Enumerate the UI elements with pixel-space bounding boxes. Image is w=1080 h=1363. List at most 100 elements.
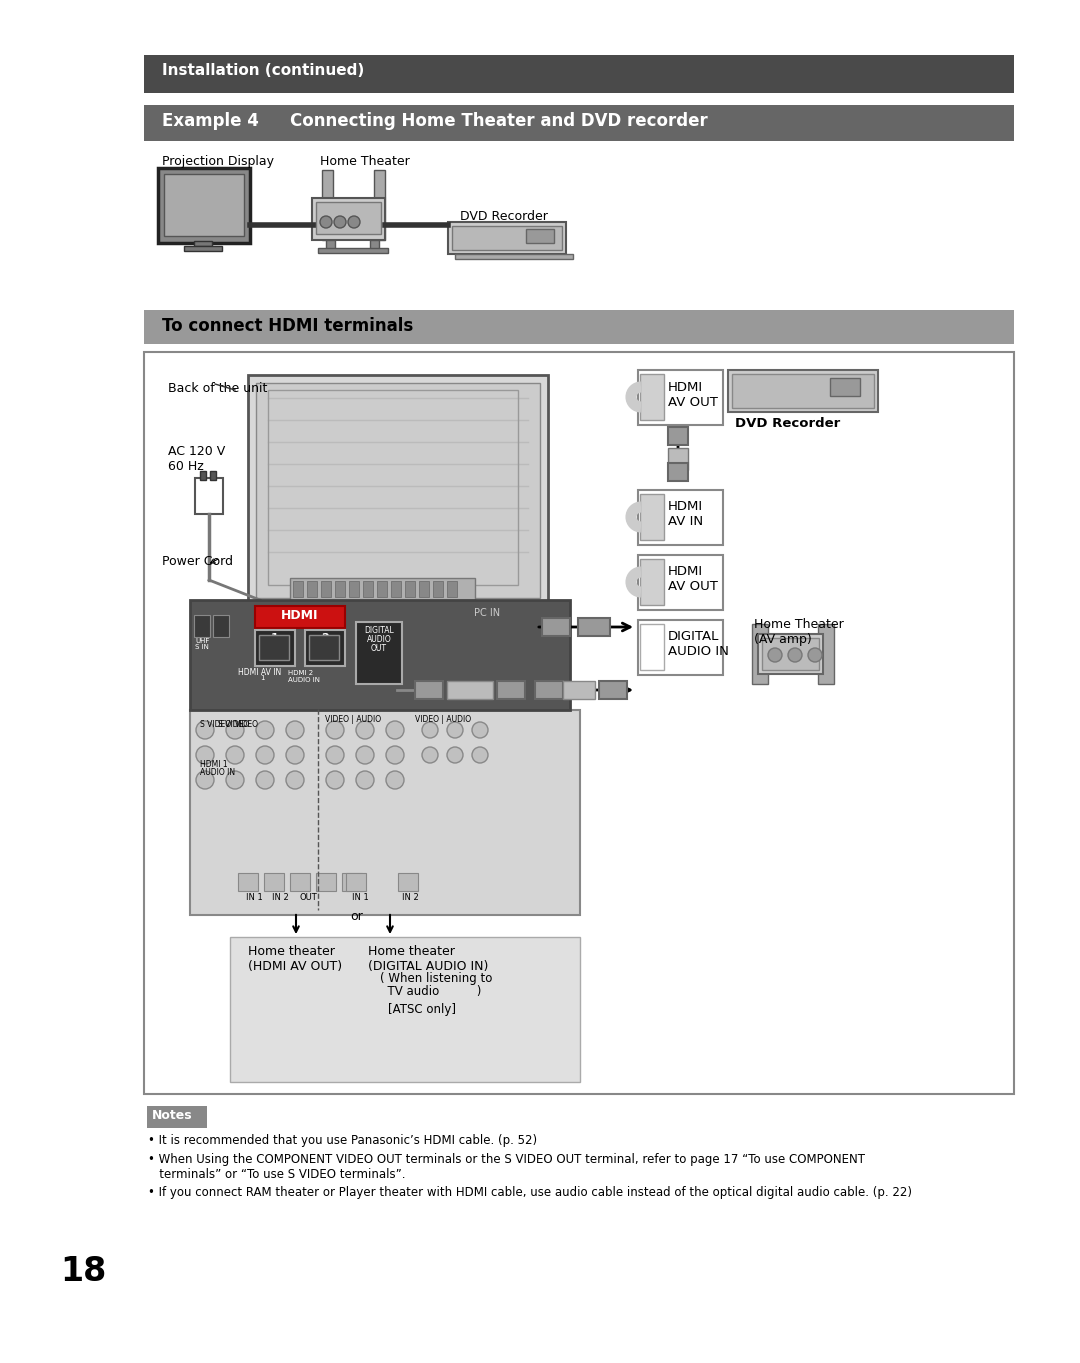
Bar: [638, 620, 723, 675]
Circle shape: [472, 747, 488, 763]
Bar: [318, 248, 388, 254]
Text: Home theater
(HDMI AV OUT): Home theater (HDMI AV OUT): [248, 945, 342, 973]
Bar: [342, 872, 362, 891]
Text: S IN: S IN: [195, 643, 208, 650]
Circle shape: [356, 771, 374, 789]
Text: IN 2: IN 2: [272, 893, 288, 902]
Bar: [377, 581, 387, 597]
Bar: [190, 600, 570, 710]
Bar: [144, 309, 1014, 343]
Text: ( When listening to: ( When listening to: [380, 972, 492, 985]
Text: IN 2: IN 2: [402, 893, 418, 902]
Circle shape: [320, 215, 332, 228]
Bar: [391, 581, 401, 597]
Bar: [307, 581, 318, 597]
Circle shape: [326, 721, 345, 739]
Bar: [640, 624, 664, 671]
Circle shape: [286, 746, 303, 765]
Bar: [210, 472, 216, 480]
Text: AC 120 V
60 Hz: AC 120 V 60 Hz: [168, 444, 226, 473]
Text: 18: 18: [60, 1255, 106, 1288]
Bar: [640, 493, 664, 540]
Bar: [238, 872, 258, 891]
Text: Home Theater: Home Theater: [320, 155, 409, 168]
Circle shape: [195, 771, 214, 789]
Circle shape: [768, 647, 782, 662]
Bar: [370, 240, 379, 249]
Bar: [497, 682, 525, 699]
Bar: [322, 170, 333, 240]
Bar: [818, 624, 834, 684]
Circle shape: [422, 722, 438, 737]
Text: To connect HDMI terminals: To connect HDMI terminals: [162, 318, 414, 335]
Circle shape: [195, 746, 214, 765]
Text: 1: 1: [260, 675, 265, 682]
Text: • If you connect RAM theater or Player theater with HDMI cable, use audio cable : • If you connect RAM theater or Player t…: [148, 1186, 912, 1199]
Bar: [405, 581, 415, 597]
Bar: [669, 463, 688, 481]
Text: HDMI
AV IN: HDMI AV IN: [669, 500, 703, 527]
Bar: [415, 682, 443, 699]
Bar: [316, 202, 381, 234]
Bar: [256, 383, 540, 598]
Text: Projection Display: Projection Display: [162, 155, 274, 168]
Bar: [293, 581, 303, 597]
Bar: [638, 369, 723, 425]
Bar: [259, 635, 289, 660]
Circle shape: [472, 722, 488, 737]
Bar: [321, 581, 330, 597]
Bar: [752, 624, 768, 684]
Text: OUT: OUT: [372, 643, 387, 653]
Bar: [640, 559, 664, 605]
Bar: [312, 198, 384, 240]
Bar: [144, 352, 1014, 1094]
Bar: [447, 682, 492, 699]
Text: Connecting Home Theater and DVD recorder: Connecting Home Theater and DVD recorder: [291, 112, 707, 129]
Bar: [335, 581, 345, 597]
Circle shape: [256, 746, 274, 765]
Text: Home Theater
(AV amp): Home Theater (AV amp): [754, 617, 843, 646]
Text: Power Cord: Power Cord: [162, 555, 233, 568]
Bar: [184, 245, 222, 251]
Bar: [326, 240, 335, 249]
Bar: [200, 472, 206, 480]
Text: 1: 1: [271, 632, 279, 643]
Text: DVD Recorder: DVD Recorder: [460, 210, 548, 224]
Circle shape: [326, 771, 345, 789]
Circle shape: [286, 721, 303, 739]
Bar: [640, 373, 664, 420]
Text: IN 1: IN 1: [352, 893, 368, 902]
Bar: [447, 581, 457, 597]
Bar: [194, 615, 210, 637]
Bar: [762, 638, 819, 671]
Bar: [599, 682, 627, 699]
Bar: [758, 634, 823, 673]
Text: Notes: Notes: [152, 1109, 192, 1122]
Circle shape: [447, 722, 463, 737]
Bar: [831, 378, 860, 397]
Bar: [264, 872, 284, 891]
Bar: [535, 682, 563, 699]
Circle shape: [286, 771, 303, 789]
Circle shape: [808, 647, 822, 662]
Text: DIGITAL: DIGITAL: [364, 626, 394, 635]
Text: HDMI 1: HDMI 1: [200, 761, 228, 769]
Circle shape: [386, 771, 404, 789]
Circle shape: [422, 747, 438, 763]
Text: VIDEO: VIDEO: [235, 720, 259, 729]
Bar: [542, 617, 570, 637]
Bar: [190, 710, 580, 915]
Bar: [638, 491, 723, 545]
Text: DIGITAL
AUDIO IN: DIGITAL AUDIO IN: [669, 630, 729, 658]
Bar: [255, 607, 345, 628]
Bar: [453, 226, 562, 249]
Bar: [732, 373, 874, 408]
Text: IN 1: IN 1: [245, 893, 262, 902]
Text: PC IN: PC IN: [474, 608, 500, 617]
Text: or: or: [350, 910, 363, 923]
Bar: [356, 622, 402, 684]
Text: HDMI
AV OUT: HDMI AV OUT: [669, 382, 718, 409]
Circle shape: [348, 215, 360, 228]
Text: Example 4: Example 4: [162, 112, 259, 129]
Text: Home theater
(DIGITAL AUDIO IN): Home theater (DIGITAL AUDIO IN): [368, 945, 488, 973]
